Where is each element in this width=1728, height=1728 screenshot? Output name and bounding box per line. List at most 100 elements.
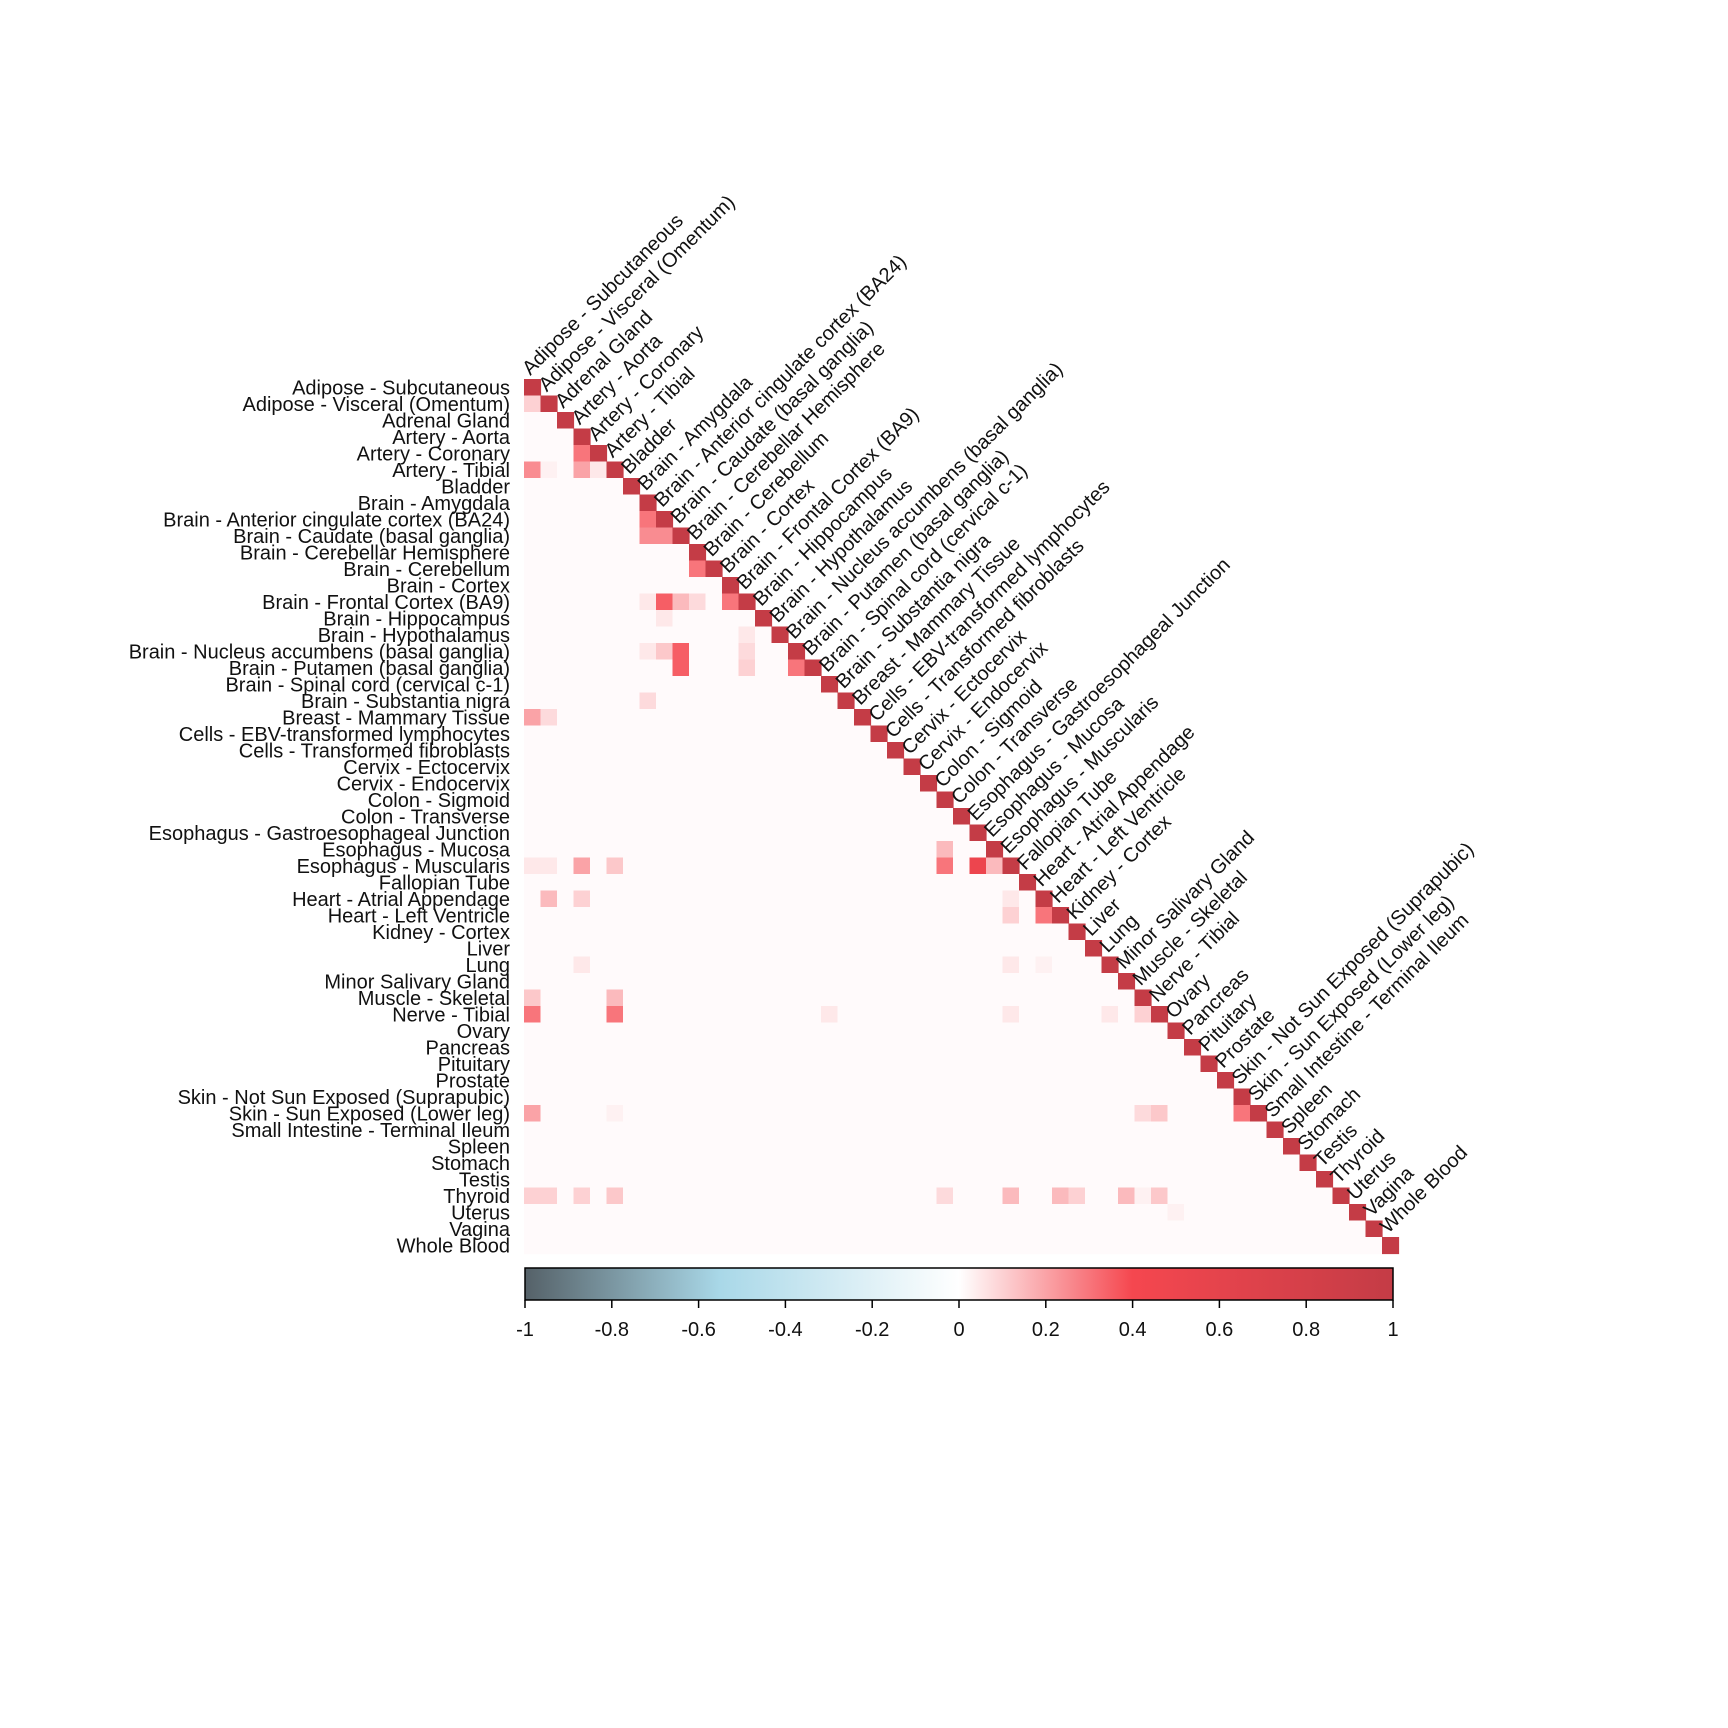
heatmap-cell (623, 1204, 641, 1222)
heatmap-cell (771, 956, 789, 974)
heatmap-cell (1068, 1204, 1086, 1222)
row-label-brain-putamen-basal-ganglia: Brain - Putamen (basal ganglia) (229, 658, 510, 680)
heatmap-cell (639, 527, 657, 545)
heatmap-cell (903, 1187, 921, 1205)
heatmap-cell (573, 461, 591, 479)
heatmap-cell (870, 841, 888, 859)
heatmap-cell (738, 890, 756, 908)
heatmap-cell (870, 1154, 888, 1172)
row-label-liver: Liver (467, 938, 511, 960)
heatmap-cell (623, 676, 641, 694)
heatmap-cell (590, 544, 608, 562)
heatmap-cell (540, 544, 558, 562)
colorbar-gradient-bar (524, 1267, 1394, 1301)
heatmap-cell (821, 1072, 839, 1090)
heatmap-cell (573, 857, 591, 875)
heatmap-cell (1085, 956, 1103, 974)
heatmap-cell (953, 1105, 971, 1123)
heatmap-cell (1250, 1105, 1268, 1123)
heatmap-cell (953, 1138, 971, 1156)
heatmap-cell (771, 742, 789, 760)
heatmap-cell (1068, 1072, 1086, 1090)
heatmap-cell (524, 1072, 542, 1090)
heatmap-cell (1167, 1072, 1185, 1090)
heatmap-cell (870, 1138, 888, 1156)
heatmap-cell (672, 544, 690, 562)
heatmap-cell (1019, 1088, 1037, 1106)
heatmap-cell (573, 1154, 591, 1172)
heatmap-cell (639, 676, 657, 694)
heatmap-cell (953, 1121, 971, 1139)
heatmap-cell (540, 593, 558, 611)
heatmap-cell (623, 560, 641, 578)
heatmap-cell (1134, 1121, 1152, 1139)
heatmap-cell (557, 1088, 575, 1106)
heatmap-cell (755, 1171, 773, 1189)
heatmap-cell (837, 1121, 855, 1139)
heatmap-cell (672, 725, 690, 743)
heatmap-cell (936, 791, 954, 809)
heatmap-cell (540, 494, 558, 512)
heatmap-cell (821, 1022, 839, 1040)
row-label-adipose-subcutaneous: Adipose - Subcutaneous (292, 377, 510, 399)
heatmap-cell (606, 643, 624, 661)
heatmap-cell (920, 1220, 938, 1238)
row-label-brain-hippocampus: Brain - Hippocampus (323, 608, 510, 630)
heatmap-cell (689, 709, 707, 727)
heatmap-cell (590, 1105, 608, 1123)
heatmap-cell (854, 857, 872, 875)
heatmap-cell (1035, 923, 1053, 941)
heatmap-cell (920, 791, 938, 809)
heatmap-cell (887, 775, 905, 793)
heatmap-cell (986, 857, 1004, 875)
heatmap-cell (722, 973, 740, 991)
heatmap-cell (788, 1237, 806, 1255)
heatmap-cell (788, 709, 806, 727)
heatmap-cell (573, 1187, 591, 1205)
heatmap-cell (771, 659, 789, 677)
heatmap-cell (1266, 1204, 1284, 1222)
heatmap-cell (573, 956, 591, 974)
heatmap-cell (705, 1237, 723, 1255)
heatmap-cell (540, 758, 558, 776)
heatmap-cell (540, 1171, 558, 1189)
col-label-skin-not-sun-exposed-suprapubic: Skin - Not Sun Exposed (Suprapubic) (1228, 838, 1479, 1089)
heatmap-cell (1167, 1121, 1185, 1139)
heatmap-cell (1101, 1006, 1119, 1024)
heatmap-cell (788, 1220, 806, 1238)
heatmap-cell (953, 907, 971, 925)
heatmap-cell (771, 643, 789, 661)
row-label-fallopian-tube: Fallopian Tube (379, 872, 510, 894)
heatmap-cell (788, 1072, 806, 1090)
heatmap-cell (1250, 1138, 1268, 1156)
heatmap-cell (705, 577, 723, 595)
heatmap-cell (672, 527, 690, 545)
heatmap-cell (557, 956, 575, 974)
heatmap-cell (920, 1088, 938, 1106)
heatmap-cell (540, 1154, 558, 1172)
heatmap-cell (639, 659, 657, 677)
heatmap-cell (557, 577, 575, 595)
heatmap-cell (738, 923, 756, 941)
heatmap-cell (755, 742, 773, 760)
heatmap-cell (771, 1039, 789, 1057)
heatmap-cell (936, 890, 954, 908)
heatmap-cell (1316, 1204, 1334, 1222)
heatmap-cell (969, 973, 987, 991)
heatmap-cell (1266, 1237, 1284, 1255)
heatmap-cell (755, 643, 773, 661)
heatmap-cell (573, 1220, 591, 1238)
heatmap-cell (771, 923, 789, 941)
heatmap-cell (969, 923, 987, 941)
heatmap-cell (623, 626, 641, 644)
heatmap-cell (854, 1237, 872, 1255)
row-label-vagina: Vagina (449, 1219, 511, 1241)
heatmap-cell (804, 923, 822, 941)
row-label-brain-nucleus-accumbens-basal-ganglia: Brain - Nucleus accumbens (basal ganglia… (129, 641, 510, 663)
heatmap-cell (623, 725, 641, 743)
heatmap-cell (920, 1072, 938, 1090)
heatmap-cell (1035, 940, 1053, 958)
heatmap-cell (821, 841, 839, 859)
heatmap-cell (821, 1088, 839, 1106)
heatmap-cell (771, 626, 789, 644)
